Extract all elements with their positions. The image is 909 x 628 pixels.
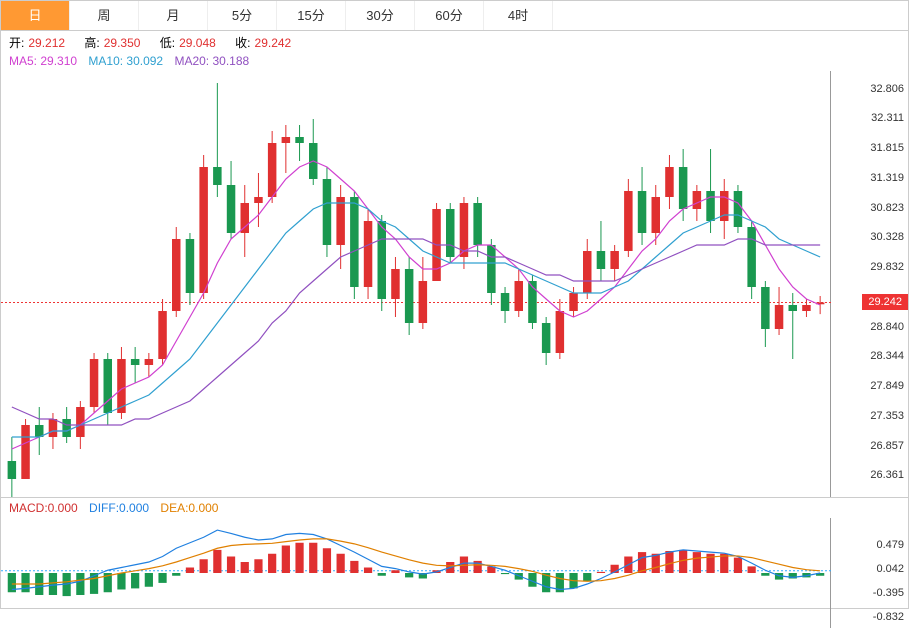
candlestick-svg (1, 71, 831, 497)
y-tick: 32.311 (871, 112, 904, 124)
dea-label: DEA:0.000 (160, 501, 218, 515)
y-tick: 31.815 (870, 142, 904, 154)
low-value: 29.048 (179, 36, 216, 50)
chart-container: 日周月5分15分30分60分4时 开: 29.212 高: 29.350 低: 29.… (0, 0, 909, 609)
tab-3[interactable]: 5分 (208, 1, 277, 30)
close-value: 29.242 (255, 36, 292, 50)
macd-y-tick: -0.832 (873, 611, 904, 623)
timeframe-tabs: 日周月5分15分30分60分4时 (1, 1, 908, 31)
y-tick: 29.832 (870, 261, 904, 273)
y-tick: 31.319 (870, 172, 904, 184)
ma5-label: MA5: 29.310 (9, 54, 77, 68)
tab-5[interactable]: 30分 (346, 1, 415, 30)
open-label: 开: (9, 36, 24, 50)
tab-1[interactable]: 周 (70, 1, 139, 30)
tab-4[interactable]: 15分 (277, 1, 346, 30)
ma20-label: MA20: 30.188 (174, 54, 249, 68)
tab-6[interactable]: 60分 (415, 1, 484, 30)
macd-label: MACD:0.000 (9, 501, 78, 515)
macd-svg (1, 518, 831, 628)
macd-y-tick: -0.395 (873, 587, 904, 599)
macd-panel[interactable]: MACD:0.000 DIFF:0.000 DEA:0.000 -0.832 -0… (1, 497, 908, 627)
tab-7[interactable]: 4时 (484, 1, 553, 30)
y-tick: 26.857 (870, 440, 904, 452)
candlestick-chart[interactable]: 26.361 26.857 27.353 27.849 28.344 28.840 29.2… (1, 71, 908, 497)
close-label: 收: (235, 36, 250, 50)
diff-label: DIFF:0.000 (89, 501, 149, 515)
last-price-badge: 29.242 (862, 294, 908, 310)
macd-y-tick: 0.042 (876, 563, 904, 575)
y-tick: 30.328 (870, 231, 904, 243)
y-tick: 28.344 (870, 350, 904, 362)
y-tick: 27.353 (870, 410, 904, 422)
macd-y-tick: 0.479 (876, 539, 904, 551)
y-tick: 27.849 (870, 380, 904, 392)
ma10-label: MA10: 30.092 (88, 54, 163, 68)
tab-2[interactable]: 月 (139, 1, 208, 30)
high-value: 29.350 (104, 36, 141, 50)
tab-0[interactable]: 日 (1, 1, 70, 30)
y-tick: 28.840 (870, 321, 904, 333)
y-tick: 30.823 (870, 202, 904, 214)
y-tick: 26.361 (870, 469, 904, 481)
ohlc-row: 开: 29.212 高: 29.350 低: 29.048 收: 29.242 (1, 31, 908, 54)
y-tick: 32.806 (870, 83, 904, 95)
low-label: 低: (160, 36, 175, 50)
high-label: 高: (84, 36, 99, 50)
macd-labels: MACD:0.000 DIFF:0.000 DEA:0.000 (1, 498, 908, 518)
ma-row: MA5: 29.310 MA10: 30.092 MA20: 30.188 (1, 54, 908, 71)
open-value: 29.212 (28, 36, 65, 50)
